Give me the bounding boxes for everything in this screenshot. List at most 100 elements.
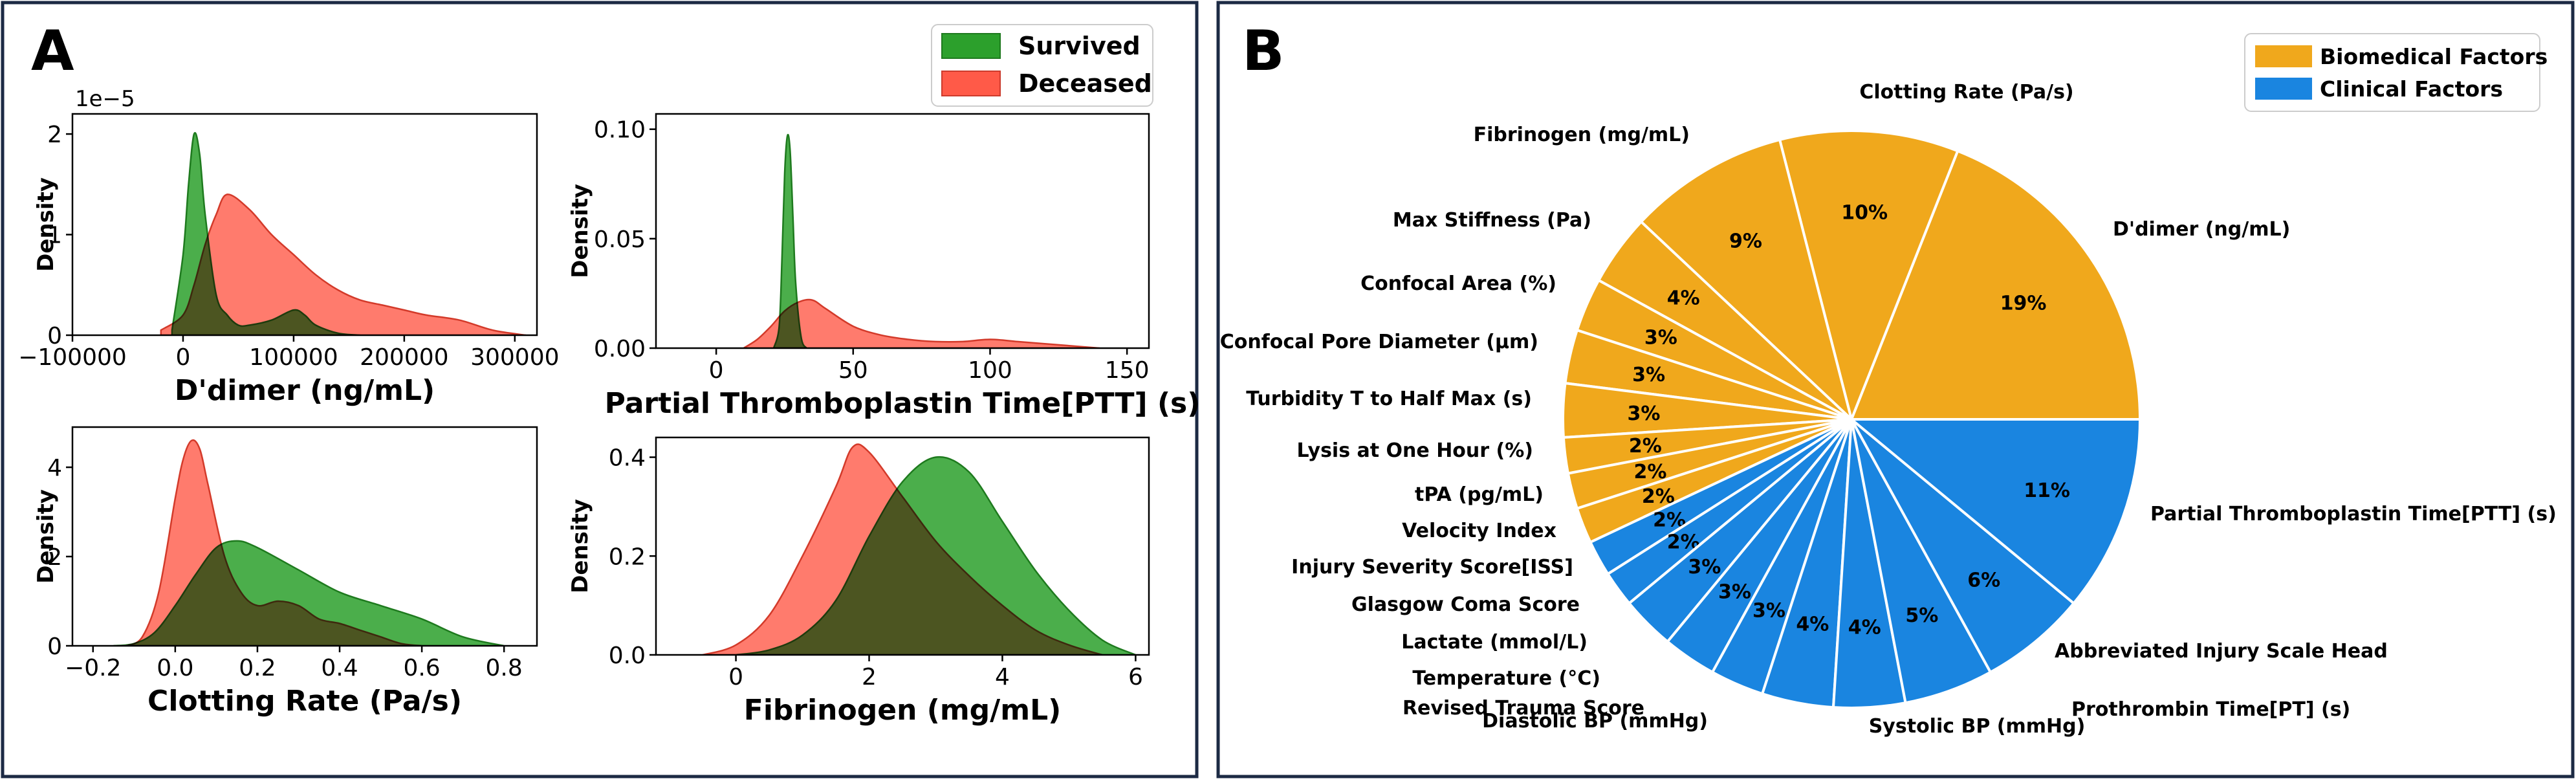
pie-pct-label: 6% (1967, 569, 2000, 591)
legend-b-box (2244, 33, 2540, 112)
pie-slice-label: Turbidity T to Half Max (s) (1246, 388, 1532, 410)
x-tick-label: −0.2 (65, 655, 121, 681)
x-tick-label: 0.4 (321, 655, 358, 681)
pie-pct-label: 3% (1632, 364, 1665, 386)
pie-pct-label: 4% (1667, 287, 1700, 309)
legend-deceased-label: Deceased (1018, 69, 1152, 98)
x-tick-label: −100000 (18, 344, 127, 371)
axes-frame (655, 113, 1150, 349)
pie-slice-label: Confocal Pore Diameter (µm) (1220, 331, 1538, 353)
pie-slice (1850, 418, 2076, 674)
x-tick-label: 300000 (470, 344, 559, 371)
pie-pct-label: 10% (1841, 202, 1888, 225)
pie-pct-label: 9% (1729, 230, 1762, 253)
x-axis-label: D'dimer (ng/mL) (175, 374, 435, 407)
y-tick-label: 0.05 (594, 226, 646, 253)
plot-area (702, 443, 1136, 655)
pie-slice (1848, 418, 2142, 606)
y-tick-label: 0 (47, 323, 62, 349)
pie-slice (1778, 129, 1959, 424)
y-axis-label: Density (33, 177, 59, 272)
plot-area (742, 133, 1100, 348)
panel-a-frame (1, 1, 1199, 778)
x-tick-label: 100000 (249, 344, 338, 371)
pie-pct-label: 19% (2000, 292, 2047, 315)
pie-slice-label: tPA (pg/mL) (1415, 483, 1544, 506)
x-tick-label: 150 (1105, 357, 1150, 384)
pie-slice-label: Lysis at One Hour (%) (1296, 439, 1533, 462)
pie-pct-label: 3% (1628, 403, 1661, 425)
legend-survived-swatch (941, 33, 1001, 59)
pie-pct-label: 3% (1752, 600, 1785, 623)
pie-slice-label: Clotting Rate (Pa/s) (1859, 81, 2073, 104)
pie-slice-label: Revised Trauma Score (1403, 697, 1644, 720)
pie-pct-label: 3% (1718, 581, 1751, 604)
series-deceased-area (742, 298, 1100, 348)
x-tick-label: 0.6 (403, 655, 440, 681)
x-axis-label: Clotting Rate (Pa/s) (147, 685, 462, 718)
y-tick-label: 0.2 (609, 544, 646, 570)
pie-pct-label: 2% (1634, 461, 1667, 483)
x-axis-label: Fibrinogen (mg/mL) (744, 694, 1061, 727)
x-tick-label: 0 (728, 664, 743, 690)
x-tick-label: 100 (968, 357, 1012, 384)
pie-slice-label: Abbreviated Injury Scale Head (2055, 640, 2388, 663)
pie-slice (1639, 138, 1854, 424)
pie-pct-label: 4% (1796, 613, 1829, 635)
pie-slice-label: Injury Severity Score[ISS] (1291, 556, 1573, 579)
y-tick-label: 0 (47, 634, 62, 660)
panel-b-label: B (1242, 19, 1285, 83)
x-tick-label: 0.0 (157, 655, 193, 681)
x-tick-label: 6 (1128, 664, 1143, 690)
pie-slice-label: Partial Thromboplastin Time[PTT] (s) (2150, 503, 2557, 525)
y-axis-label: Density (567, 184, 593, 278)
legend-survived-label: Survived (1018, 32, 1141, 60)
x-axis-label: Partial Thromboplastin Time[PTT] (s) (605, 387, 1201, 420)
pie-pct-label: 5% (1905, 604, 1938, 627)
pie-pct-label: 3% (1688, 556, 1721, 579)
pie-chart: 19% D'dimer (ng/mL) 10% Clotting Rate (Pa/s… (1220, 81, 2557, 738)
series-deceased-area (160, 193, 527, 335)
pie-slice-label: Glasgow Coma Score (1351, 593, 1580, 616)
y-tick-label: 0.4 (609, 445, 646, 472)
pie-slice-label: Prothrombin Time[PT] (s) (2071, 698, 2350, 721)
series-deceased-area (702, 443, 1103, 655)
y-tick-label: 0.10 (594, 117, 646, 144)
y-tick-label: 0.0 (609, 643, 646, 669)
plot-area (113, 439, 505, 646)
y-axis-label: Density (567, 499, 593, 593)
y-tick-label: 0.00 (594, 336, 646, 362)
x-tick-label: 4 (995, 664, 1010, 690)
plot-area (160, 132, 527, 335)
pie-slice-label: Fibrinogen (mg/mL) (1474, 124, 1690, 146)
axes-frame (655, 436, 1150, 656)
axes-frame (71, 426, 538, 647)
pie-pct-label: 2% (1629, 435, 1662, 458)
axes-frame (71, 113, 538, 336)
x-tick-label: 200000 (360, 344, 448, 371)
x-tick-label: 0.8 (486, 655, 523, 681)
panel-b-frame (1216, 1, 2575, 778)
y-tick-label: 2 (47, 122, 62, 148)
x-tick-label: 0.2 (239, 655, 276, 681)
x-tick-label: 0 (175, 344, 190, 371)
y-tick-label: 1 (47, 223, 62, 249)
pie-slice-label: D'dimer (ng/mL) (2113, 218, 2290, 241)
pie-slice-label: Confocal Area (%) (1360, 272, 1556, 295)
pie-pct-label: 4% (1848, 617, 1881, 639)
legend-biomedical-swatch (2255, 45, 2312, 67)
pie-slice (1850, 149, 2142, 421)
y-tick-label: 2 (47, 544, 62, 571)
legend-clinical-swatch (2255, 78, 2312, 100)
kde-fibrinogen: 0 2 4 6 0.0 0.2 0.4 Fibrinogen (mg/mL) Density (567, 436, 1150, 727)
kde-ptt: 0 50 100 150 0.00 0.05 0.10 Partial Thromboplas… (567, 113, 1201, 420)
legend-clinical-label: Clinical Factors (2320, 76, 2503, 102)
legend-b: Biomedical Factors Clinical Factors (2244, 33, 2548, 112)
panel-a-label: A (31, 19, 74, 83)
legend-a: Survived Deceased (931, 24, 1153, 107)
pie-pct-label: 11% (2024, 480, 2070, 502)
x-tick-label: 0 (709, 357, 724, 384)
legend-biomedical-label: Biomedical Factors (2320, 44, 2548, 69)
